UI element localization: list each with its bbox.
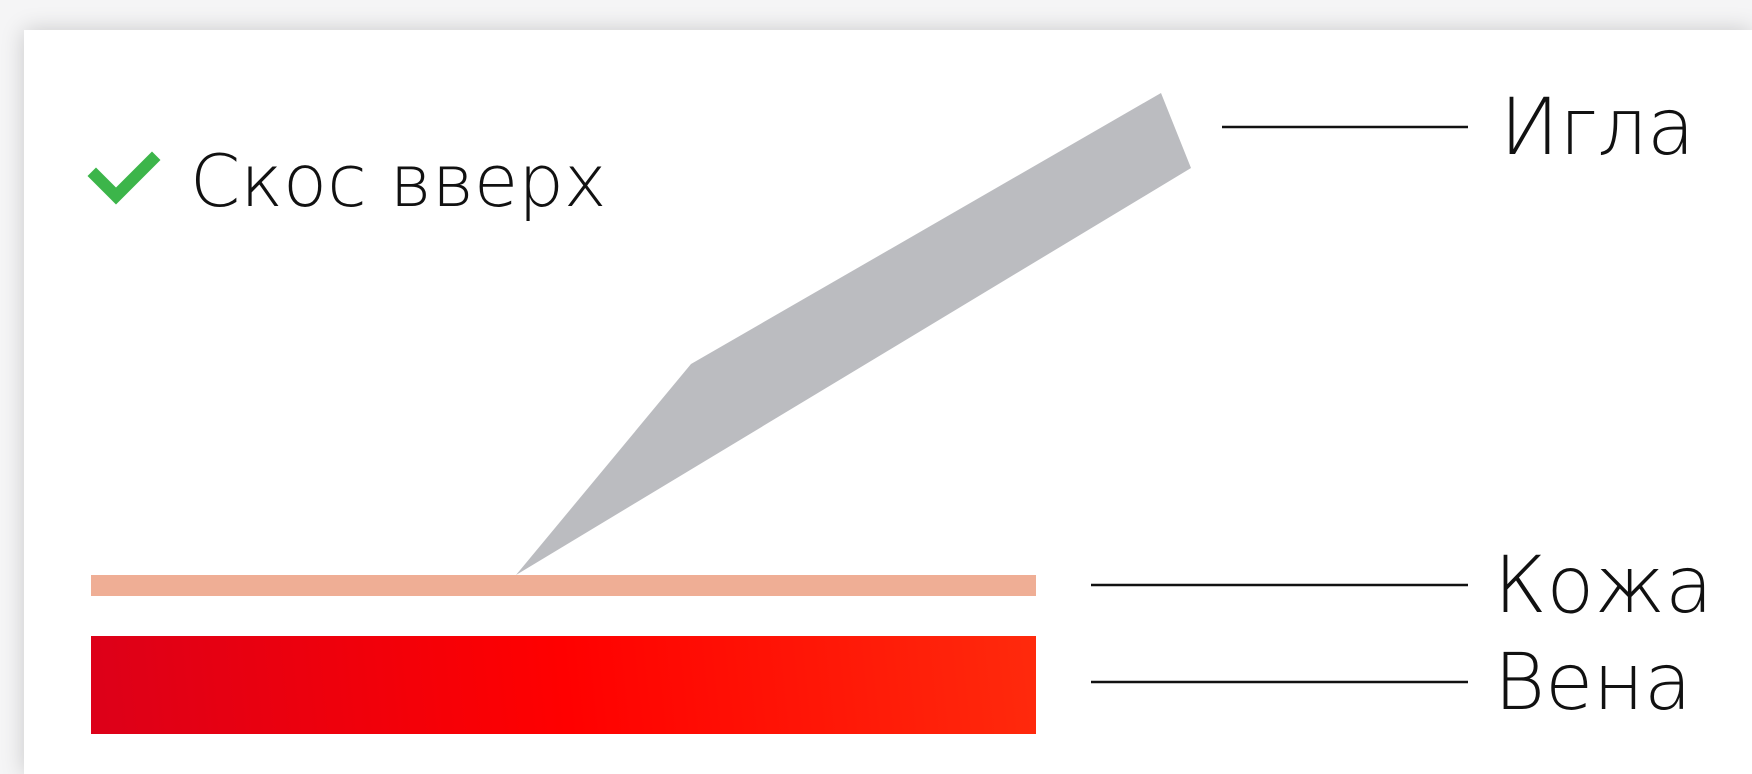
- check-icon: [87, 151, 161, 205]
- vein-label: Вена: [1494, 638, 1692, 728]
- diagram-title: Скос вверх: [190, 139, 607, 223]
- vein-layer: [91, 636, 1036, 734]
- needle-label: Игла: [1500, 83, 1695, 173]
- skin-label: Кожа: [1494, 541, 1713, 631]
- needle-shape: [516, 93, 1191, 575]
- skin-layer: [91, 575, 1036, 596]
